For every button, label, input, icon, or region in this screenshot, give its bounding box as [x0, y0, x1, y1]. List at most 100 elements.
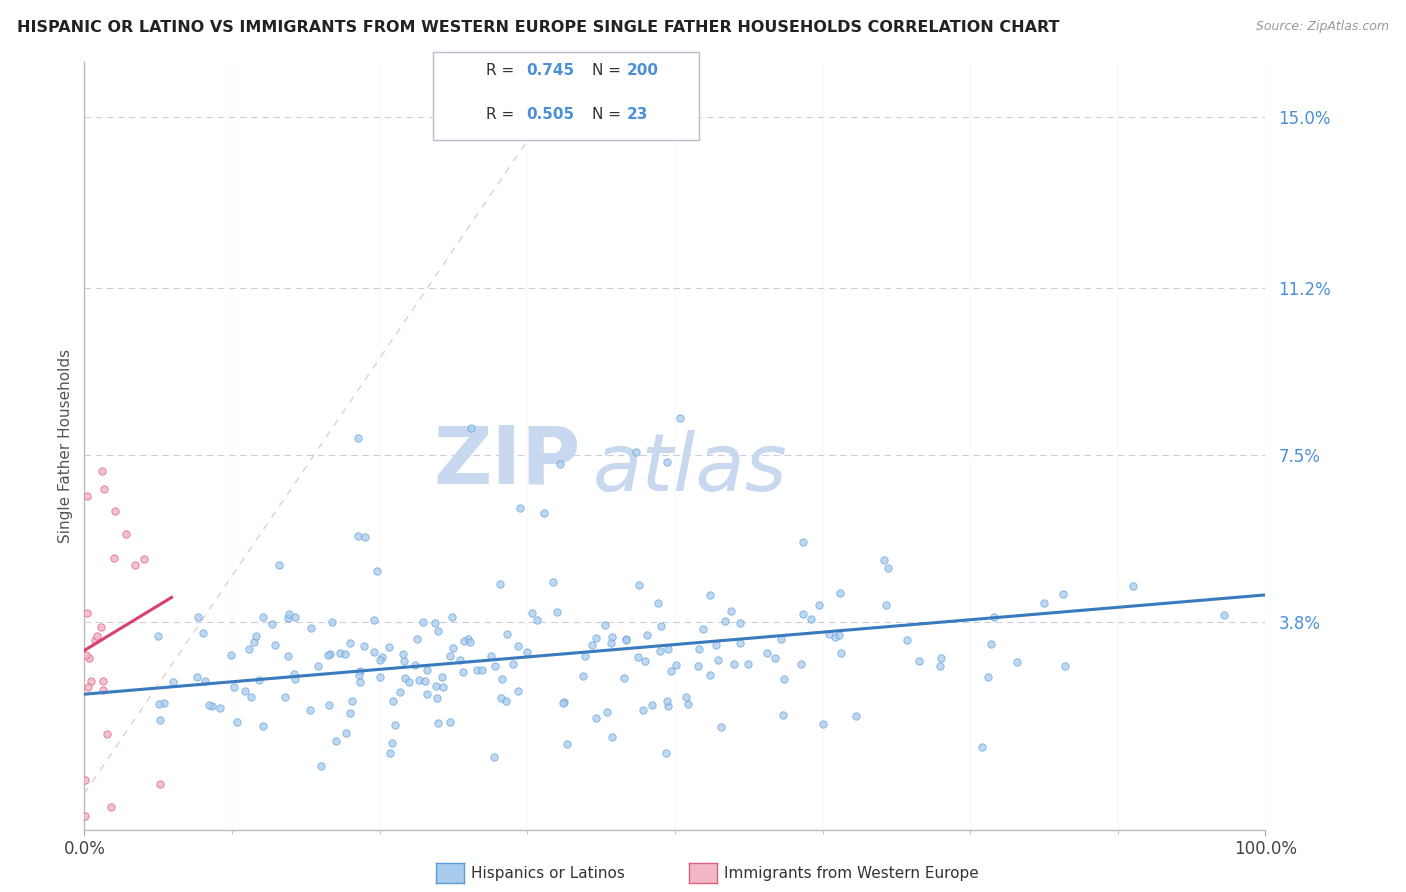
Point: [655, 694, 678, 708]
Point: [283, 666, 305, 681]
Point: [277, 611, 299, 625]
Point: [614, 632, 637, 647]
Text: N =: N =: [592, 107, 626, 122]
Text: 0.505: 0.505: [526, 107, 574, 122]
Point: [669, 411, 692, 425]
Point: [496, 626, 519, 640]
Point: [267, 558, 290, 572]
Point: [425, 679, 447, 693]
Point: [845, 709, 868, 723]
Point: [93, 482, 115, 496]
Point: [77, 651, 100, 665]
Text: R =: R =: [486, 107, 520, 122]
Point: [596, 706, 619, 720]
Point: [346, 430, 368, 444]
Point: [1054, 658, 1077, 673]
Point: [792, 607, 814, 621]
Point: [627, 650, 650, 665]
Point: [800, 612, 823, 626]
Point: [723, 657, 745, 671]
Point: [201, 698, 224, 713]
Point: [972, 740, 994, 755]
Point: [977, 670, 1000, 684]
Point: [460, 421, 482, 435]
Point: [104, 503, 127, 517]
Point: [614, 632, 637, 647]
Point: [408, 673, 430, 687]
Point: [90, 619, 112, 633]
Point: [354, 530, 377, 544]
Point: [624, 445, 647, 459]
Point: [134, 552, 156, 566]
Point: [153, 697, 176, 711]
Point: [73, 809, 96, 823]
Point: [333, 647, 356, 661]
Point: [713, 614, 735, 628]
Point: [349, 675, 371, 690]
Point: [548, 457, 571, 471]
Point: [634, 655, 657, 669]
Point: [318, 698, 340, 713]
Point: [508, 683, 530, 698]
Point: [1033, 597, 1056, 611]
Point: [896, 632, 918, 647]
Point: [309, 759, 332, 773]
Point: [526, 614, 548, 628]
Point: [1052, 587, 1074, 601]
Text: ZIP: ZIP: [433, 422, 581, 500]
Point: [384, 718, 406, 732]
Point: [100, 800, 122, 814]
Point: [657, 699, 679, 714]
Point: [413, 673, 436, 688]
Point: [225, 714, 247, 729]
Point: [86, 629, 108, 643]
Point: [423, 615, 446, 630]
Point: [756, 646, 779, 660]
Point: [983, 609, 1005, 624]
Point: [363, 645, 385, 659]
Point: [148, 697, 170, 711]
Point: [398, 674, 420, 689]
Point: [381, 694, 404, 708]
Point: [451, 665, 474, 679]
Point: [329, 646, 352, 660]
Point: [439, 714, 461, 729]
Point: [73, 772, 96, 787]
Point: [675, 690, 697, 704]
Point: [817, 627, 839, 641]
Point: [83, 633, 105, 648]
Point: [247, 673, 270, 687]
Point: [277, 607, 299, 621]
Point: [432, 680, 454, 694]
Point: [650, 619, 672, 633]
Point: [1122, 579, 1144, 593]
Point: [657, 641, 679, 656]
Point: [773, 672, 796, 686]
Point: [124, 558, 146, 572]
Text: R =: R =: [486, 62, 520, 78]
Point: [627, 577, 650, 591]
Point: [392, 647, 415, 661]
Point: [792, 534, 814, 549]
Point: [655, 746, 678, 760]
Point: [91, 674, 114, 689]
Point: [96, 727, 118, 741]
Point: [149, 713, 172, 727]
Point: [688, 642, 710, 657]
Point: [546, 605, 568, 619]
Point: [772, 708, 794, 723]
Point: [389, 685, 412, 699]
Point: [91, 682, 114, 697]
Point: [877, 561, 900, 575]
Point: [148, 629, 170, 643]
Point: [720, 604, 742, 618]
Point: [509, 501, 531, 516]
Point: [1213, 608, 1236, 623]
Point: [441, 641, 464, 656]
Point: [699, 668, 721, 682]
Point: [488, 577, 510, 591]
Point: [502, 657, 524, 671]
Point: [650, 644, 672, 658]
Point: [378, 746, 401, 760]
Point: [381, 736, 404, 750]
